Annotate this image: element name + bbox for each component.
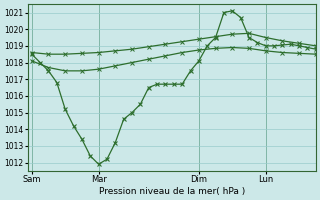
X-axis label: Pression niveau de la mer( hPa ): Pression niveau de la mer( hPa ) — [99, 187, 245, 196]
